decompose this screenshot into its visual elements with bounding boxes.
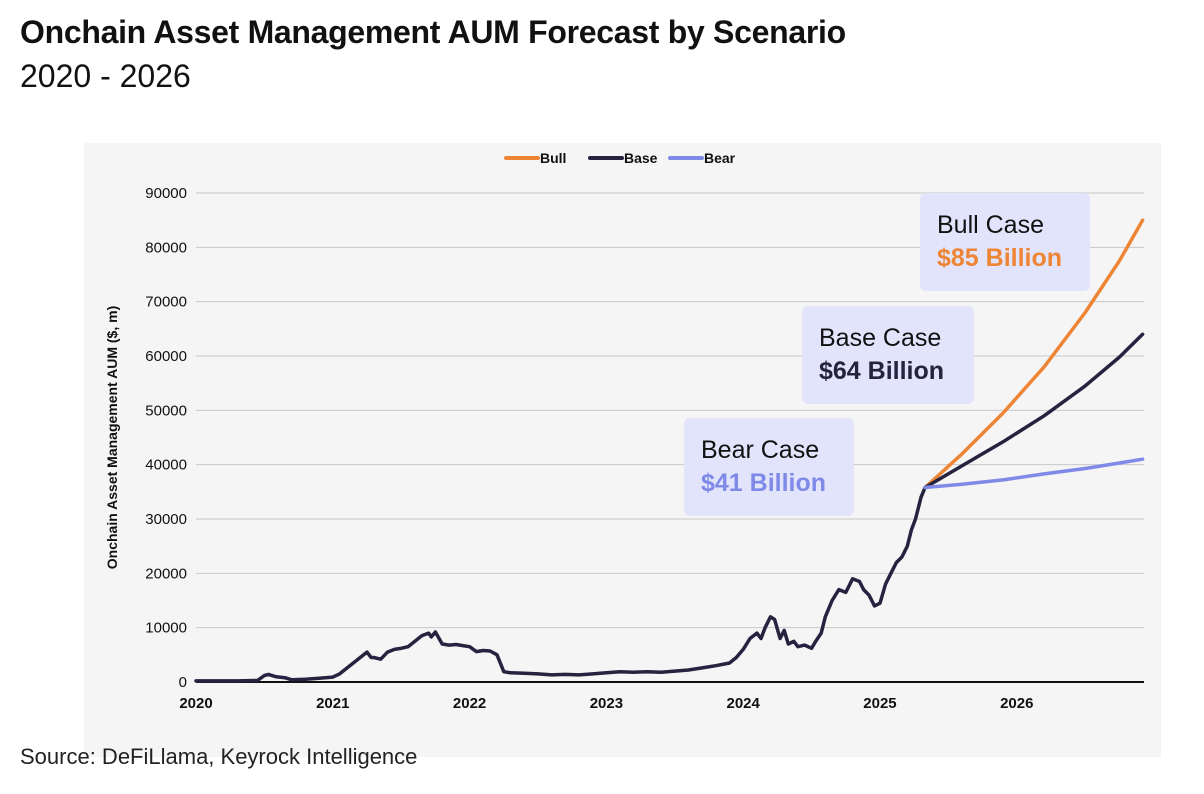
x-tick-label: 2022 [453,695,486,712]
y-axis-label: Onchain Asset Management AUM ($, m) [104,306,120,569]
callout-box-bear [684,418,854,516]
chart-title: Onchain Asset Management AUM Forecast by… [20,14,846,50]
callout-box-bull [920,193,1090,291]
y-tick-label: 80000 [145,239,187,256]
x-tick-labels: 2020 2021 2022 2023 2024 2025 2026 [179,695,1033,712]
series-line-bear [923,457,1145,490]
legend-label-base: Base [624,150,658,166]
callouts: Bull Case $85 Billion Base Case $64 Billion… [684,193,1090,516]
x-tick-label: 2023 [590,695,623,712]
x-tick-label: 2026 [1000,695,1033,712]
x-tick-label: 2021 [316,695,349,712]
x-tick-label: 2020 [179,695,212,712]
series-lines [194,218,1145,683]
series-line-historical [194,485,927,683]
aum-forecast-chart: 0 10000 20000 30000 40000 50000 60000 70000 8000… [104,150,1145,712]
callout-value-base: $64 Billion [819,357,944,385]
y-tick-labels: 0 10000 20000 30000 40000 50000 60000 70000 8000… [145,185,187,691]
legend-label-bull: Bull [540,150,566,166]
gridlines [196,192,1144,629]
y-tick-label: 20000 [145,565,187,582]
callout-label-bull: Bull Case [937,211,1044,239]
y-tick-label: 40000 [145,457,187,474]
callout-box-base [802,306,974,404]
callout-value-bear: $41 Billion [701,469,826,497]
y-tick-label: 50000 [145,402,187,419]
legend: Bull Base Bear [504,150,736,166]
y-tick-label: 30000 [145,511,187,528]
callout-value-bull: $85 Billion [937,244,1062,272]
legend-label-bear: Bear [704,150,736,166]
callout-label-bear: Bear Case [701,436,819,464]
y-tick-label: 90000 [145,185,187,202]
y-tick-label: 0 [179,674,187,691]
y-tick-label: 10000 [145,620,187,637]
x-tick-label: 2024 [726,695,760,712]
y-tick-label: 70000 [145,294,187,311]
chart-subtitle: 2020 - 2026 [20,58,191,94]
chart-panel: 0 10000 20000 30000 40000 50000 60000 70000 8000… [84,143,1161,757]
callout-label-base: Base Case [819,324,941,352]
x-tick-label: 2025 [863,695,896,712]
source-note: Source: DeFiLlama, Keyrock Intelligence [20,744,418,769]
y-tick-label: 60000 [145,348,187,365]
